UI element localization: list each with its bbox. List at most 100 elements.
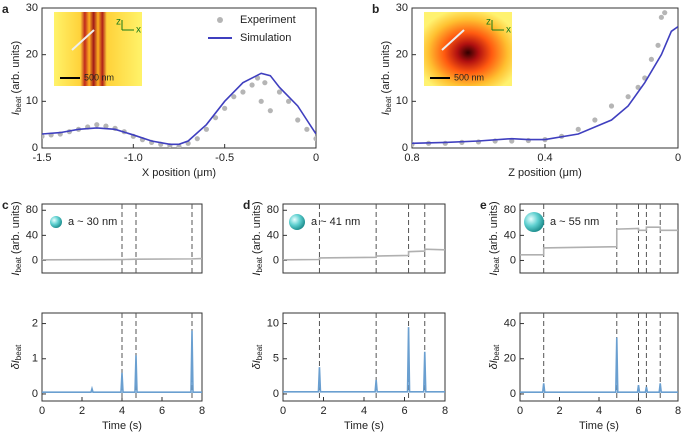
data-point bbox=[212, 115, 219, 121]
annotation: a ~ 55 nm bbox=[550, 216, 599, 228]
y-tick-label: 0 bbox=[32, 254, 38, 266]
plot-frame bbox=[282, 312, 446, 402]
data-point bbox=[240, 89, 246, 95]
inset-arrow bbox=[71, 29, 95, 51]
y-label-subscript: beat bbox=[492, 256, 501, 272]
legend-label: Simulation bbox=[240, 32, 291, 44]
y-tick-label: 2 bbox=[32, 317, 38, 329]
inset-axis-label: x bbox=[506, 25, 511, 36]
plot-area bbox=[520, 226, 678, 256]
y-axis-label: Ibeat (arb. units) bbox=[251, 201, 264, 275]
x-tick-label: 8 bbox=[442, 405, 448, 417]
y-tick-label: 0 bbox=[510, 388, 516, 400]
x-axis-label: Time (s) bbox=[344, 420, 384, 432]
y-label-subscript: beat bbox=[384, 96, 393, 112]
y-label-unit: (arb. units) bbox=[488, 201, 500, 254]
x-tick-label: 0 bbox=[517, 405, 523, 417]
data-line bbox=[42, 257, 202, 261]
y-label-symbol: I bbox=[10, 273, 22, 276]
y-tick-label: 40 bbox=[26, 229, 38, 241]
y-tick-label: 0 bbox=[510, 254, 516, 266]
x-tick-label: -1.0 bbox=[124, 152, 143, 164]
y-label-subscript: beat bbox=[255, 256, 264, 272]
x-tick-label: 2 bbox=[556, 405, 562, 417]
x-tick-label: 2 bbox=[320, 405, 326, 417]
data-point bbox=[509, 138, 515, 144]
data-point bbox=[635, 84, 641, 90]
y-tick-label: 40 bbox=[504, 229, 516, 241]
data-line bbox=[42, 330, 202, 393]
panel-label: e bbox=[480, 198, 487, 212]
y-tick-label: 0 bbox=[402, 142, 408, 154]
x-axis-label: X position (μm) bbox=[142, 167, 216, 179]
panel-label: a bbox=[2, 2, 9, 16]
y-axis-label: Ibeat (arb. units) bbox=[380, 41, 393, 115]
y-tick-label: 0 bbox=[273, 388, 279, 400]
data-line bbox=[412, 26, 678, 145]
inset-axis-label: z bbox=[116, 17, 121, 28]
x-tick-label: 4 bbox=[596, 405, 602, 417]
x-tick-label: 2 bbox=[79, 405, 85, 417]
data-point bbox=[655, 42, 661, 48]
data-line bbox=[520, 337, 678, 393]
x-tick-label: 6 bbox=[159, 405, 165, 417]
y-tick-label: 0 bbox=[32, 142, 38, 154]
y-axis-label: δIbeat bbox=[488, 344, 501, 370]
panel-label: d bbox=[243, 198, 250, 212]
data-point bbox=[203, 126, 209, 132]
data-point bbox=[267, 108, 273, 114]
data-point bbox=[412, 141, 415, 147]
y-label-unit: (arb. units) bbox=[10, 41, 22, 94]
inset-image bbox=[424, 12, 512, 86]
panel: 500 nm z x 0 10 20 30 0.8 0.4 0 b Z position (μm) Ib… bbox=[372, 2, 681, 179]
particle-icon bbox=[289, 214, 305, 230]
x-tick-label: 0 bbox=[675, 152, 681, 164]
y-label-unit: (arb. units) bbox=[380, 41, 392, 94]
particle-icon bbox=[50, 216, 62, 228]
x-tick-label: 4 bbox=[361, 405, 367, 417]
x-tick-label: 0 bbox=[313, 152, 319, 164]
y-tick-label: 80 bbox=[267, 204, 279, 216]
data-point bbox=[194, 136, 200, 142]
data-point bbox=[276, 89, 283, 95]
y-tick-label: 1 bbox=[32, 353, 38, 365]
y-label-subscript: beat bbox=[255, 344, 264, 360]
x-tick-label: -1.5 bbox=[33, 152, 52, 164]
y-label-unit: (arb. units) bbox=[10, 201, 22, 254]
data-point bbox=[658, 14, 664, 20]
x-tick-label: 6 bbox=[635, 405, 641, 417]
data-point bbox=[103, 123, 109, 129]
panel: 500 nm z x 0 10 20 30 -1.5 -1.0 -0.5 0 Experiment Si… bbox=[2, 2, 319, 179]
inset-arrow bbox=[441, 29, 465, 51]
data-line bbox=[520, 226, 678, 256]
data-point bbox=[222, 105, 228, 111]
panel-label: b bbox=[372, 2, 379, 16]
x-axis-label: Time (s) bbox=[579, 420, 619, 432]
inset-axis-label: z bbox=[486, 17, 491, 28]
data-point bbox=[286, 98, 292, 104]
data-point bbox=[249, 82, 255, 88]
x-tick-label: 8 bbox=[675, 405, 681, 417]
y-tick-label: 40 bbox=[504, 317, 516, 329]
data-line bbox=[42, 72, 316, 146]
y-tick-label: 10 bbox=[26, 95, 38, 107]
y-label-subscript: beat bbox=[14, 96, 23, 112]
panel: 0 5 10 0 2 4 6 8 Time (s) δIbeat bbox=[251, 312, 448, 432]
y-tick-label: 80 bbox=[504, 204, 516, 216]
y-label-subscript: beat bbox=[14, 344, 23, 360]
data-point bbox=[94, 122, 100, 128]
y-label-symbol: I bbox=[488, 273, 500, 276]
data-point bbox=[304, 126, 310, 132]
y-axis-label: δIbeat bbox=[10, 344, 23, 370]
y-tick-label: 80 bbox=[26, 204, 38, 216]
data-point bbox=[262, 80, 268, 86]
panel: 0 20 40 0 2 4 6 8 Time (s) δIbeat bbox=[488, 312, 681, 432]
data-line bbox=[283, 248, 445, 261]
y-tick-label: 20 bbox=[504, 353, 516, 365]
data-point bbox=[313, 136, 316, 142]
y-tick-label: 30 bbox=[396, 2, 408, 14]
y-tick-label: 40 bbox=[267, 229, 279, 241]
y-label-symbol: I bbox=[380, 112, 392, 115]
legend-marker bbox=[217, 17, 223, 23]
y-axis-label: Ibeat (arb. units) bbox=[488, 201, 501, 275]
